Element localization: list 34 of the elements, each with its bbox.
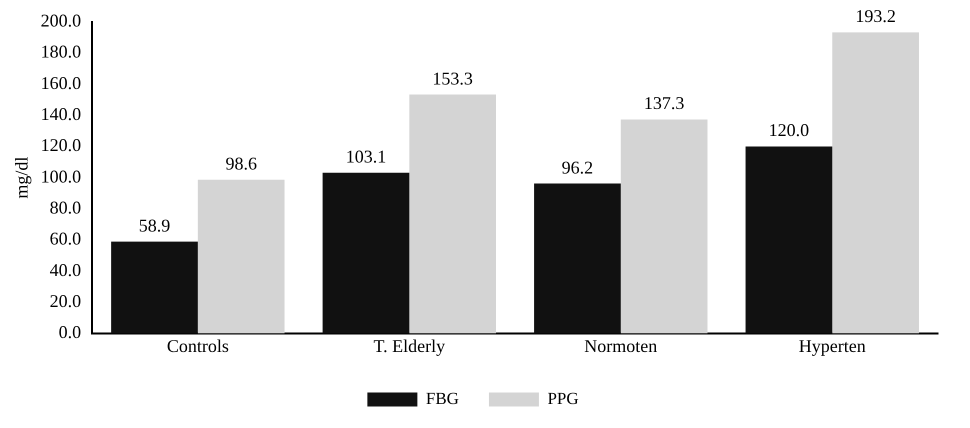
x-tick-label: Controls (166, 336, 229, 356)
data-label: 58.9 (138, 215, 170, 236)
data-label: 103.1 (346, 146, 386, 167)
data-label: 153.3 (432, 68, 473, 88)
bar (322, 172, 410, 334)
y-tick-label: 60.0 (50, 228, 82, 249)
legend-label: FBG (426, 388, 459, 408)
y-tick-label: 100.0 (40, 166, 82, 186)
data-label: 120.0 (768, 120, 810, 140)
bar (198, 180, 285, 334)
legend-label: PPG (547, 388, 579, 408)
data-label: 193.2 (855, 6, 896, 26)
y-tick-label: 0.0 (58, 322, 82, 342)
data-label: 98.6 (225, 154, 257, 174)
x-tick-label: Normoten (584, 336, 658, 356)
data-label: 137.3 (644, 93, 684, 114)
bar (534, 184, 621, 334)
y-tick-label: 120.0 (40, 135, 82, 156)
bar (832, 32, 919, 334)
bar (620, 119, 708, 334)
y-tick-label: 20.0 (50, 290, 82, 311)
x-tick-label: T. Elderly (373, 336, 446, 356)
data-label: 96.2 (562, 157, 594, 178)
y-tick-label: 200.0 (40, 10, 82, 31)
bar (111, 242, 198, 334)
y-tick-label: 80.0 (50, 197, 82, 218)
y-tick-label: 140.0 (40, 104, 82, 124)
y-tick-label: 180.0 (40, 42, 82, 62)
y-tick-label: 160.0 (40, 72, 82, 93)
bar (746, 146, 832, 334)
y-tick-label: 40.0 (50, 260, 82, 280)
x-tick-label: Hyperten (798, 336, 866, 356)
y-axis-title: mg/dl (12, 156, 32, 199)
bar (409, 94, 496, 334)
